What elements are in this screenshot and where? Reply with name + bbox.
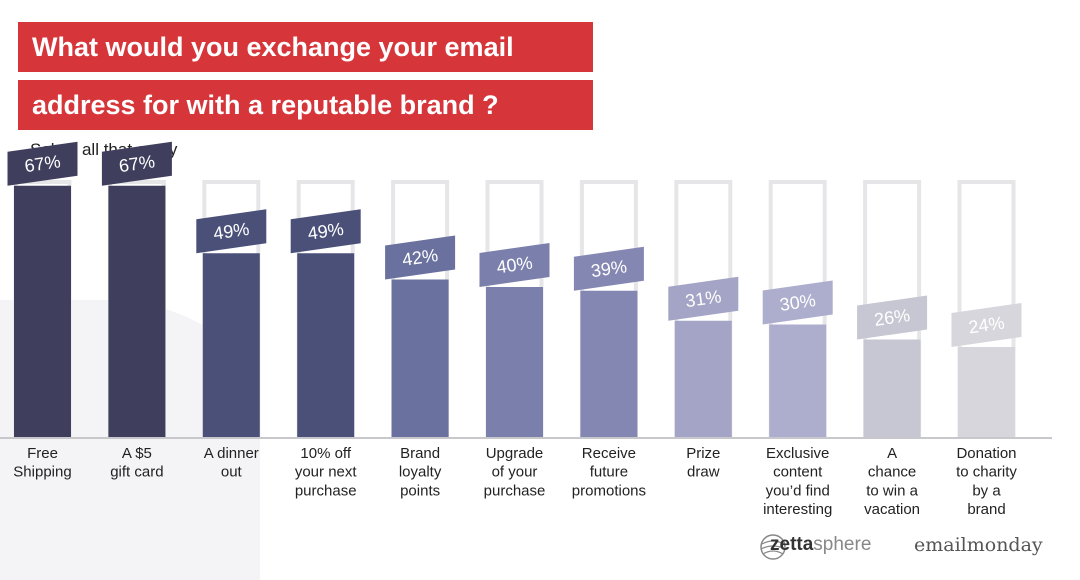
bar (14, 185, 71, 437)
category-label: chance (868, 464, 916, 481)
category-label: of your (492, 464, 538, 481)
value-tag-shape (857, 295, 928, 340)
chart-title-line-2: address for with a reputable brand ? (18, 80, 593, 130)
value-tag: 40% (479, 243, 550, 287)
bar (580, 290, 638, 437)
category-label: Receive (582, 445, 636, 462)
value-label: 49% (212, 219, 250, 244)
category-label: A (887, 445, 897, 462)
value-tag-shape (479, 243, 550, 287)
category-label: points (400, 482, 440, 499)
zettasphere-logo: zettasphere (770, 534, 871, 556)
emailmonday-logo: emailmonday (914, 534, 1043, 556)
value-tag-shape (101, 141, 172, 186)
value-tag: 30% (762, 280, 833, 325)
bar (674, 320, 732, 437)
category-label: Free (27, 445, 58, 462)
category-label: Prize (686, 445, 720, 462)
value-tag-shape (762, 280, 833, 325)
category-label: Shipping (13, 464, 71, 481)
category-label: your next (295, 464, 358, 481)
category-label: purchase (484, 482, 546, 499)
category-label: gift card (110, 464, 163, 481)
category-label: to charity (956, 464, 1017, 481)
value-label: 30% (778, 290, 816, 315)
zettasphere-logo-light: sphere (813, 534, 872, 555)
category-label: you’d find (766, 482, 830, 499)
value-tag-shape (573, 246, 644, 291)
value-tag-shape (290, 209, 361, 254)
value-label: 24% (967, 313, 1005, 338)
bar (391, 279, 449, 437)
category-label: draw (687, 464, 720, 481)
category-label: Upgrade (486, 445, 544, 462)
value-tag: 26% (857, 295, 928, 340)
value-tag-shape (196, 209, 267, 254)
bar (202, 253, 260, 437)
bar (863, 339, 921, 437)
category-label: A dinner (204, 445, 259, 462)
category-label: future (590, 464, 628, 481)
category-label: purchase (295, 482, 357, 499)
value-tag-shape (7, 141, 78, 186)
value-tag: 67% (101, 141, 172, 186)
value-tag-shape (668, 276, 739, 321)
category-label: to win a (866, 482, 918, 499)
category-label: Brand (400, 445, 440, 462)
value-tag: 49% (196, 209, 267, 254)
value-tag-shape (385, 235, 456, 280)
value-label: 49% (306, 219, 344, 244)
category-label: A $5 (122, 445, 152, 462)
category-label: content (773, 464, 823, 481)
category-label: Exclusive (766, 445, 829, 462)
zettasphere-logo-bold: zetta (770, 534, 814, 555)
value-label: 31% (684, 286, 722, 311)
bar (958, 347, 1015, 437)
bar (486, 287, 543, 437)
category-label: brand (967, 501, 1005, 518)
category-label: by a (972, 482, 1001, 499)
value-tag: 24% (951, 303, 1022, 347)
value-label: 42% (401, 245, 439, 270)
value-label: 67% (118, 151, 156, 176)
category-label: promotions (572, 482, 646, 499)
value-tag: 39% (573, 246, 644, 291)
value-tag: 31% (668, 276, 739, 321)
chart-title-line-1: What would you exchange your email (18, 22, 593, 72)
bar (297, 253, 355, 437)
category-label: out (221, 464, 243, 481)
category-label: interesting (763, 501, 832, 518)
category-label: loyalty (399, 464, 442, 481)
zettasphere-logo-icon (760, 534, 786, 560)
value-label: 40% (495, 253, 533, 278)
category-label: vacation (864, 501, 920, 518)
value-label: 39% (590, 256, 628, 281)
value-tag: 42% (385, 235, 456, 280)
value-tag-shape (951, 303, 1022, 347)
bar (769, 324, 827, 437)
value-tag: 67% (7, 141, 78, 186)
value-label: 26% (873, 305, 911, 330)
value-tag: 49% (290, 209, 361, 254)
category-label: 10% off (300, 445, 351, 462)
bar (108, 185, 166, 437)
category-label: Donation (956, 445, 1016, 462)
value-label: 67% (23, 151, 61, 176)
